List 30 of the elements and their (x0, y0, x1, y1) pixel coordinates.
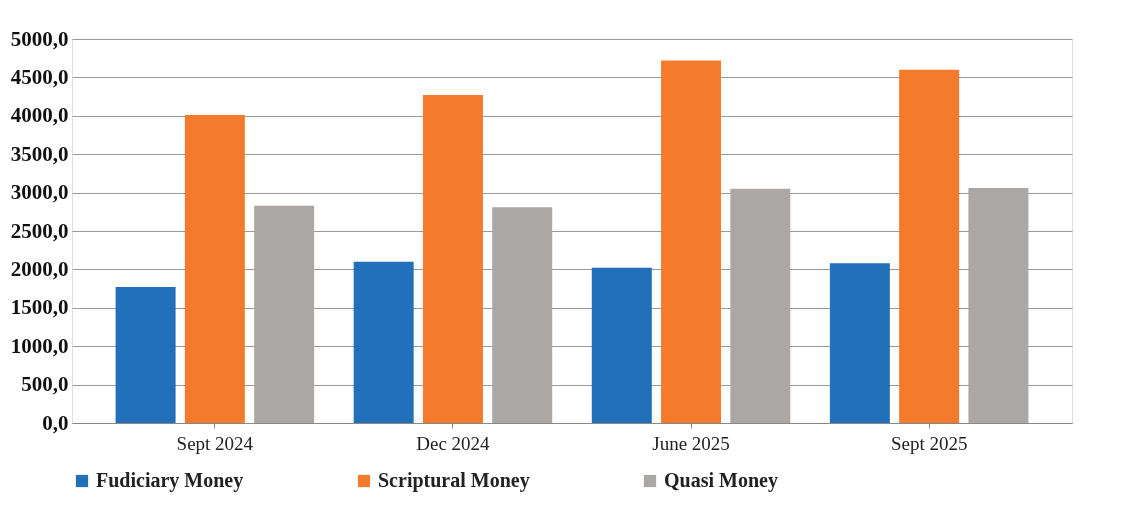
x-tick-label: Sept 2025 (890, 432, 968, 454)
y-tick-label: 3500,0 (10, 141, 69, 166)
y-tick-label: 5000,0 (10, 26, 69, 51)
x-tick-label: Sept 2024 (176, 432, 254, 454)
x-tick-label: Dec 2024 (416, 432, 491, 454)
bar (184, 115, 245, 423)
y-tick-label: 2500,0 (10, 218, 69, 243)
bar (115, 287, 176, 423)
x-tick-label: June 2025 (652, 432, 730, 454)
bar (829, 263, 890, 423)
y-tick-label: 4500,0 (10, 64, 69, 89)
y-tick-label: 0,0 (42, 410, 69, 435)
y-tick-label: 1000,0 (10, 333, 69, 358)
y-tick-label: 500,0 (21, 372, 69, 397)
y-tick-label: 4000,0 (10, 103, 69, 128)
legend-label: Quasi Money (664, 469, 778, 492)
bar (968, 187, 1029, 423)
bar (492, 207, 553, 423)
bar (730, 188, 791, 423)
y-tick-label: 3000,0 (10, 180, 69, 205)
legend-label: Fudiciary Money (96, 469, 244, 492)
legend-label: Scriptural Money (378, 469, 530, 492)
y-tick-label: 1500,0 (10, 295, 69, 320)
bar (422, 95, 483, 423)
bar (899, 69, 960, 423)
bar (353, 261, 414, 423)
bar (661, 60, 722, 423)
y-tick-label: 2000,0 (10, 256, 69, 281)
bar (254, 205, 315, 423)
bar (591, 267, 652, 423)
